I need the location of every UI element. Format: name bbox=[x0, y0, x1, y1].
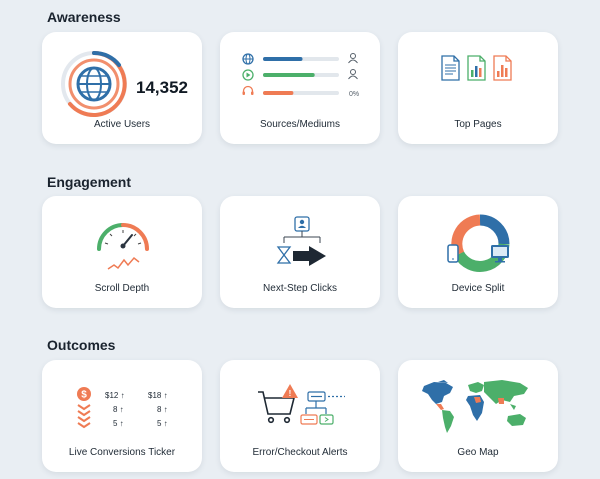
user-icon bbox=[348, 53, 358, 64]
active-users-graphic bbox=[61, 50, 127, 117]
hourglass-icon bbox=[276, 246, 292, 264]
gauge-icon bbox=[97, 223, 149, 251]
dollar-coin-icon: $ bbox=[77, 387, 91, 401]
document-bars-icon bbox=[493, 55, 512, 81]
top-pages-label: Top Pages bbox=[454, 119, 502, 130]
device-split-card[interactable]: Device Split bbox=[398, 196, 558, 308]
ticker-value: 5 ↑ bbox=[113, 419, 124, 428]
source-bar-fill-3 bbox=[263, 91, 294, 95]
live-conversions-label: Live Conversions Ticker bbox=[68, 447, 176, 458]
source-bar-fill-1 bbox=[263, 57, 303, 61]
monitor-icon bbox=[491, 245, 509, 263]
section-title-engagement: Engagement bbox=[47, 174, 132, 190]
ticker-value: $18 ↑ bbox=[148, 391, 168, 400]
ticker-value: 5 ↑ bbox=[157, 419, 168, 428]
svg-text:!: ! bbox=[289, 389, 292, 398]
user-node-icon bbox=[294, 216, 310, 232]
progress-ring-blue bbox=[92, 50, 121, 67]
scroll-depth-card[interactable]: Scroll Depth bbox=[42, 196, 202, 308]
next-step-clicks-label: Next-Step Clicks bbox=[263, 283, 337, 294]
ticker-value: 8 ↑ bbox=[113, 405, 124, 414]
next-node-icon bbox=[319, 414, 334, 425]
device-split-graphic bbox=[447, 214, 510, 272]
flow-tree-icon bbox=[283, 231, 321, 243]
error-alerts-graphic: ! bbox=[258, 384, 345, 425]
geo-map-graphic bbox=[422, 380, 528, 433]
user-icon bbox=[348, 69, 358, 80]
globe-icon bbox=[242, 53, 254, 65]
svg-text:$: $ bbox=[81, 390, 87, 401]
phone-icon bbox=[447, 244, 459, 263]
active-users-card[interactable]: 14,352 Active Users bbox=[42, 32, 202, 144]
document-icon-text bbox=[441, 55, 460, 81]
live-conversions-graphic: $ $12 ↑ $18 ↑ 8 ↑ 8 ↑ 5 ↑ 5 ↑ bbox=[77, 387, 168, 429]
section-title-awareness: Awareness bbox=[47, 9, 121, 25]
section-title-outcomes: Outcomes bbox=[47, 337, 116, 353]
world-map-icon bbox=[422, 380, 528, 433]
scroll-depth-graphic bbox=[97, 223, 149, 270]
live-conversions-card[interactable]: $ $12 ↑ $18 ↑ 8 ↑ 8 ↑ 5 ↑ 5 ↑ Live Conve… bbox=[42, 360, 202, 472]
scroll-depth-label: Scroll Depth bbox=[94, 283, 150, 294]
donut-chart-icon bbox=[451, 214, 510, 272]
geo-map-card[interactable]: Geo Map bbox=[398, 360, 558, 472]
top-pages-graphic bbox=[441, 55, 512, 81]
trend-line-icon bbox=[107, 256, 140, 270]
globe-icon bbox=[76, 66, 112, 102]
warning-icon: ! bbox=[282, 384, 298, 398]
device-split-label: Device Split bbox=[451, 283, 505, 294]
sources-mediums-label: Sources/Mediums bbox=[259, 119, 341, 130]
active-users-count: 14,352 bbox=[136, 78, 188, 97]
error-checkout-alerts-card[interactable]: ! Error/Checkout Alerts bbox=[220, 360, 380, 472]
next-step-graphic bbox=[276, 216, 326, 266]
sources-mediums-card[interactable]: 0% Sources/Mediums bbox=[220, 32, 380, 144]
ticker-value: 8 ↑ bbox=[157, 405, 168, 414]
document-chart-icon bbox=[467, 55, 486, 81]
error-checkout-alerts-label: Error/Checkout Alerts bbox=[252, 447, 348, 458]
arrow-right-icon bbox=[293, 246, 326, 266]
error-node-icon bbox=[300, 414, 318, 425]
sources-graphic: 0% bbox=[242, 53, 359, 98]
active-users-label: Active Users bbox=[93, 119, 151, 130]
headphones-icon bbox=[242, 85, 254, 95]
source-bar-fill-2 bbox=[263, 73, 315, 77]
ticker-value: $12 ↑ bbox=[105, 391, 125, 400]
chevron-stack-icon bbox=[77, 404, 91, 429]
play-icon bbox=[242, 69, 254, 81]
top-pages-card[interactable]: Top Pages bbox=[398, 32, 558, 144]
source-percent-label: 0% bbox=[349, 91, 359, 98]
geo-map-label: Geo Map bbox=[457, 447, 499, 458]
next-step-clicks-card[interactable]: Next-Step Clicks bbox=[220, 196, 380, 308]
flowchart-icon bbox=[305, 391, 345, 414]
